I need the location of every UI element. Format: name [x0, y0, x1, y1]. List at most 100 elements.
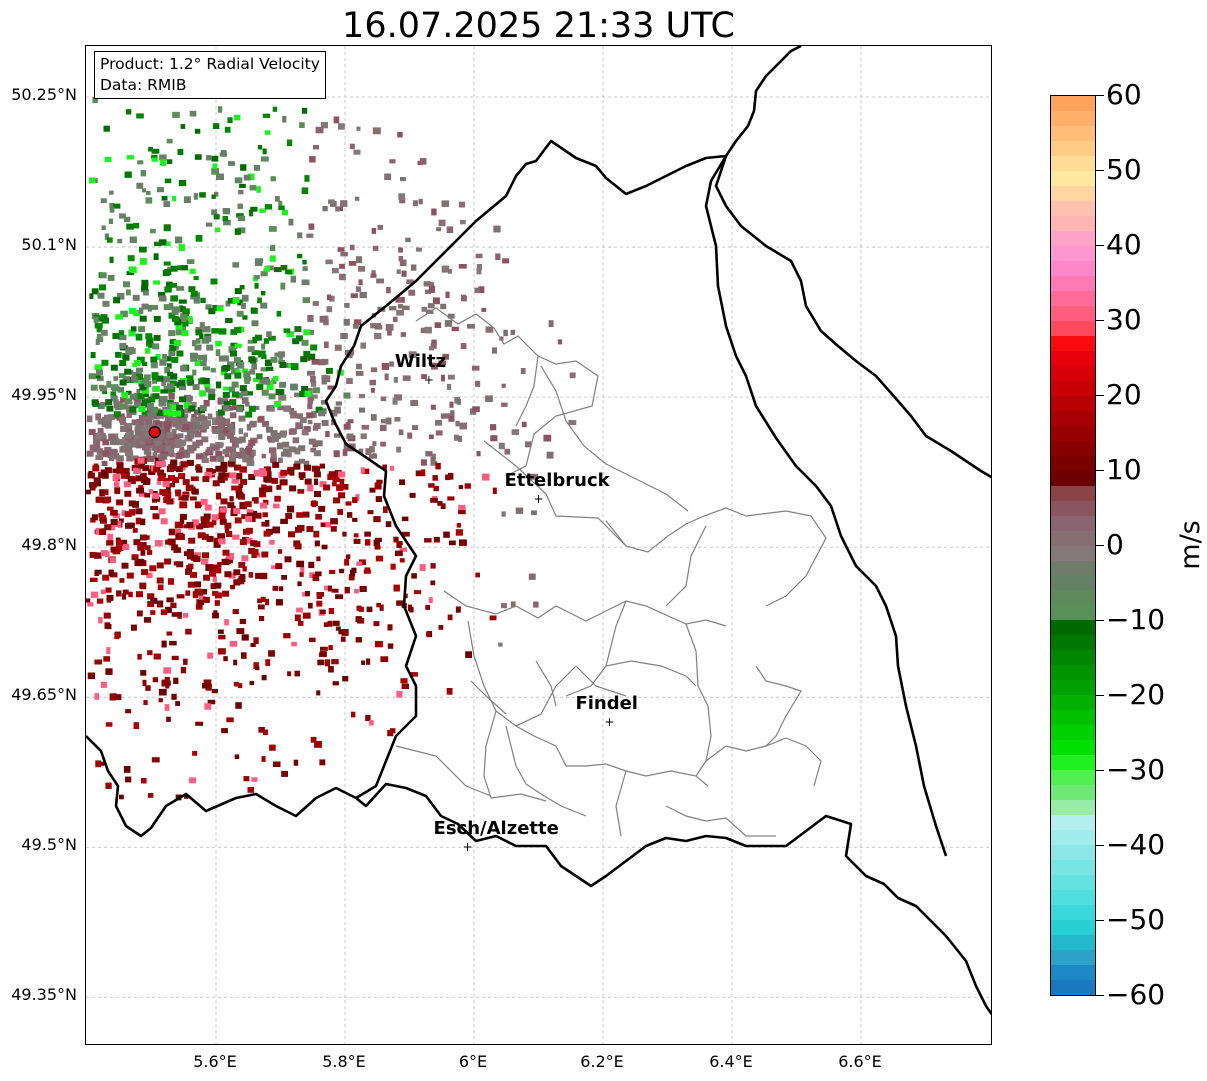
radar-echo — [248, 439, 256, 446]
radar-echo — [446, 226, 454, 234]
radar-echo — [393, 584, 400, 592]
radar-echo — [211, 689, 218, 694]
radar-echo — [312, 387, 320, 394]
radar-echo — [294, 543, 302, 550]
radar-echo — [438, 625, 444, 630]
radar-echo — [236, 406, 244, 413]
radar-echo — [306, 412, 314, 419]
radar-echo — [204, 471, 212, 479]
radar-echo — [279, 431, 287, 438]
radar-echo — [320, 646, 328, 651]
radar-echo — [176, 350, 184, 357]
radar-echo — [351, 711, 356, 718]
colorbar-segment — [1051, 455, 1095, 471]
radar-echo — [119, 213, 126, 219]
radar-echo — [166, 383, 174, 390]
radar-echo — [406, 279, 414, 285]
radar-echo — [435, 463, 441, 470]
radar-echo — [224, 373, 232, 380]
radar-echo — [229, 412, 237, 419]
radar-echo — [163, 376, 171, 383]
radar-echo — [328, 666, 334, 673]
radar-echo — [135, 508, 143, 515]
radar-echo — [138, 414, 146, 421]
colorbar-segment — [1051, 410, 1095, 426]
radar-echo — [229, 472, 237, 479]
radar-echo — [182, 308, 190, 315]
radar-echo — [313, 144, 319, 150]
radar-echo — [399, 479, 405, 485]
radar-echo — [131, 554, 139, 561]
radar-echo — [343, 318, 350, 326]
colorbar-segment — [1051, 680, 1095, 696]
radar-echo — [91, 288, 99, 295]
radar-echo — [498, 442, 505, 450]
radar-echo — [233, 508, 241, 514]
radar-echo — [204, 504, 212, 511]
radar-echo — [324, 375, 331, 383]
radar-echo — [218, 472, 226, 479]
radar-echo — [283, 328, 291, 333]
radar-echo — [143, 374, 151, 381]
radar-map[interactable]: + + + + — [85, 45, 992, 1045]
radar-echo — [385, 417, 392, 425]
radar-echo — [94, 364, 103, 371]
radar-echo — [224, 451, 230, 458]
radar-echo — [254, 165, 261, 171]
radar-echo — [214, 592, 222, 599]
radar-echo — [275, 563, 283, 570]
radar-echo — [490, 435, 498, 442]
radar-echo — [230, 350, 237, 357]
radar-echo — [190, 290, 198, 297]
radar-echo — [215, 465, 223, 472]
radar-echo — [142, 444, 150, 451]
radar-echo — [398, 247, 403, 253]
radar-echo — [166, 597, 174, 603]
radar-echo — [311, 411, 317, 418]
radar-echo — [178, 473, 186, 480]
colorbar-tick-label: 60 — [1106, 78, 1142, 111]
radar-echo — [224, 528, 230, 533]
radar-echo — [273, 433, 281, 439]
radar-echo — [185, 568, 193, 575]
colorbar-tick-label: 50 — [1106, 153, 1142, 186]
radar-echo — [431, 208, 437, 216]
radar-echo — [528, 573, 536, 580]
radar-echo — [364, 567, 371, 572]
radar-echo — [141, 569, 149, 576]
radar-echo — [87, 672, 95, 680]
radar-echo — [93, 477, 101, 484]
radar-echo — [141, 778, 147, 784]
radar-echo — [332, 475, 340, 482]
radar-echo — [223, 386, 230, 391]
radar-echo — [340, 200, 348, 207]
radar-echo — [189, 268, 196, 274]
radar-echo — [124, 423, 132, 429]
radar-echo — [307, 484, 314, 492]
radar-echo — [260, 156, 269, 162]
radar-echo — [353, 149, 361, 155]
radar-echo — [232, 609, 239, 615]
radar-echo — [203, 399, 210, 407]
radar-echo — [126, 155, 135, 160]
radar-echo — [458, 504, 466, 510]
radar-echo — [218, 512, 226, 520]
radar-echo — [145, 348, 151, 354]
radar-echo — [136, 182, 144, 189]
radar-echo — [316, 592, 323, 599]
radar-echo — [144, 545, 151, 550]
colorbar-segment — [1051, 770, 1095, 786]
radar-echo — [121, 472, 129, 479]
radar-echo — [118, 373, 126, 378]
radar-echo — [180, 417, 188, 424]
radar-echo — [314, 540, 320, 547]
radar-echo — [206, 446, 214, 453]
radar-echo — [223, 219, 231, 226]
radar-echo — [124, 511, 132, 518]
radar-echo — [359, 291, 367, 299]
radar-echo — [295, 335, 303, 342]
radar-echo — [179, 439, 187, 446]
radar-echo — [202, 682, 210, 689]
radar-echo — [164, 677, 170, 682]
radar-echo — [330, 526, 337, 532]
